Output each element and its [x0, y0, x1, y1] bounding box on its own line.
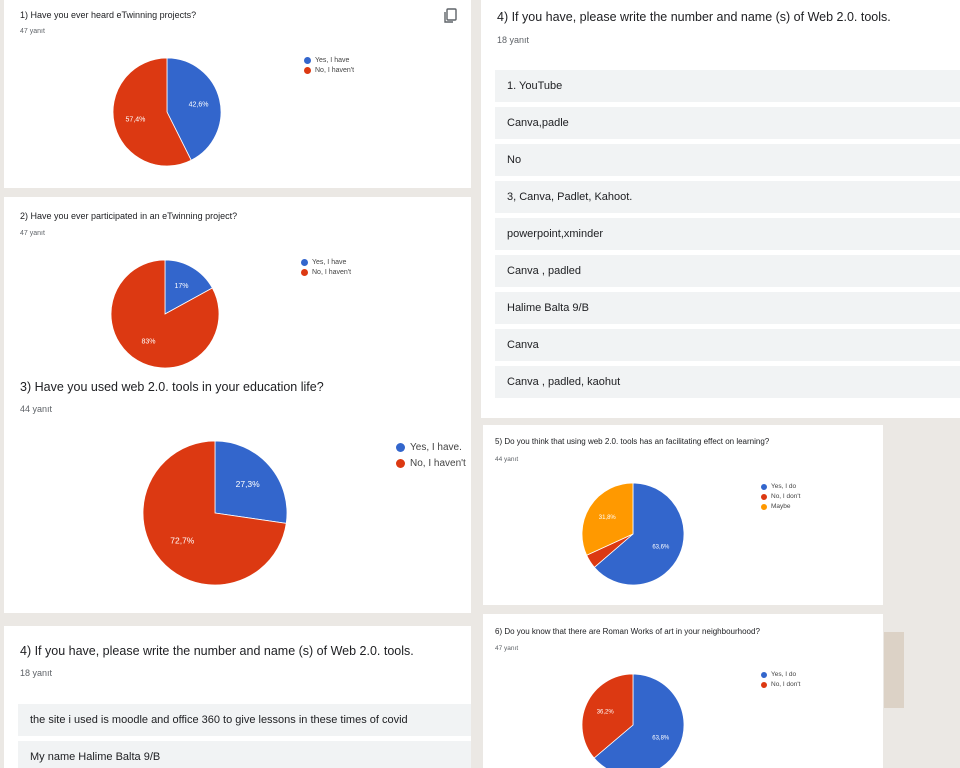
chart-legend: Yes, I have No, I haven't: [301, 259, 351, 276]
pie-slice: [214, 440, 288, 524]
response-row: Canva,padle: [495, 107, 960, 139]
pie-slice: [581, 482, 634, 556]
legend-dot-yes: [301, 259, 308, 266]
legend-item-no: No, I haven't: [301, 269, 351, 276]
question-card-1: 1) Have you ever heard eTwinning project…: [4, 0, 471, 188]
pie-chart: 27,3% 72,7%: [142, 440, 288, 586]
legend-label: No, I haven't: [312, 269, 352, 276]
legend-dot-yes: [761, 671, 767, 678]
pie-slice: [166, 57, 222, 161]
question-card-2: 2) Have you ever participated in an eTwi…: [4, 197, 471, 373]
pie-slice: [110, 259, 220, 369]
response-row: My name Halime Balta 9/B: [18, 741, 471, 768]
response-count: 47 yanıt: [495, 645, 519, 652]
response-count: 47 yanıt: [20, 230, 45, 237]
pie-chart: 17% 83%: [110, 259, 220, 369]
question-title: 3) Have you used web 2.0. tools in your …: [20, 380, 324, 394]
response-count: 47 yanıt: [20, 28, 45, 35]
response-count: 18 yanıt: [497, 35, 530, 45]
response-count: 44 yanıt: [20, 404, 53, 414]
pie-slice-label: 63,6%: [652, 544, 670, 550]
legend-label: Yes, I have: [315, 57, 350, 64]
pie-chart: 63,6% 31,8%: [581, 482, 685, 586]
pie-slice: [164, 259, 213, 315]
response-list: the site i used is moodle and office 360…: [18, 704, 471, 768]
response-count: 44 yanıt: [495, 456, 519, 463]
legend-dot-no: [761, 681, 767, 688]
response-row: Canva , padled, kaohut: [495, 366, 960, 398]
legend-label: Yes, I have: [312, 259, 347, 266]
response-count: 18 yanıt: [20, 668, 53, 678]
legend-item-no: No, I haven't: [396, 458, 466, 469]
response-row: No: [495, 144, 960, 176]
pie-slice-label: 72,7%: [170, 536, 195, 546]
legend-item-no: No, I haven't: [304, 67, 354, 74]
pie-slice-label: 83%: [141, 339, 155, 346]
legend-dot-no: [761, 493, 767, 500]
pie-slice-label: 17%: [174, 283, 188, 290]
pie-slice: [593, 482, 685, 586]
chart-legend: Yes, I have No, I haven't: [304, 57, 354, 74]
question-card-4-continued: 4) If you have, please write the number …: [4, 626, 471, 768]
question-title: 6) Do you know that there are Roman Work…: [495, 627, 760, 636]
legend-item-yes: Yes, I do: [761, 483, 800, 490]
pie-slice-label: 36,2%: [597, 710, 615, 716]
pie-slice: [593, 673, 685, 768]
chart-legend: Yes, I have. No, I haven't: [396, 442, 466, 469]
question-title: 1) Have you ever heard eTwinning project…: [20, 10, 197, 20]
pie-slice: [581, 673, 634, 759]
legend-item-maybe: Maybe: [761, 503, 800, 510]
legend-label: Yes, I do: [771, 483, 797, 490]
legend-item-yes: Yes, I have: [304, 57, 354, 64]
legend-item-no: No, I don't: [761, 681, 800, 688]
legend-dot-yes: [304, 57, 311, 64]
pie-chart: 63,8% 36,2%: [581, 673, 685, 768]
pie-slice-label: 27,3%: [236, 479, 261, 489]
question-title: 4) If you have, please write the number …: [497, 10, 891, 24]
pie-slice-label: 42,6%: [189, 101, 209, 108]
question-card-6: 6) Do you know that there are Roman Work…: [483, 614, 883, 768]
legend-label: No, I haven't: [410, 458, 466, 469]
response-row: the site i used is moodle and office 360…: [18, 704, 471, 736]
legend-item-no: No, I don't: [761, 493, 800, 500]
legend-label: No, I don't: [771, 681, 801, 688]
legend-item-yes: Yes, I have: [301, 259, 351, 266]
pie-slice: [112, 57, 192, 167]
legend-label: No, I don't: [771, 493, 801, 500]
legend-label: No, I haven't: [315, 67, 355, 74]
question-title: 4) If you have, please write the number …: [20, 644, 414, 658]
question-card-3: 3) Have you used web 2.0. tools in your …: [4, 371, 471, 613]
copy-icon[interactable]: [443, 8, 457, 24]
chart-legend: Yes, I do No, I don't Maybe: [761, 483, 800, 510]
response-row: 1. YouTube: [495, 70, 960, 102]
legend-dot-no: [396, 459, 405, 468]
legend-dot-no: [304, 67, 311, 74]
legend-dot-yes: [761, 483, 767, 490]
legend-dot-yes: [396, 443, 405, 452]
response-row: powerpoint,xminder: [495, 218, 960, 250]
legend-dot-maybe: [761, 503, 767, 510]
legend-label: Maybe: [771, 503, 791, 510]
response-row: Canva , padled: [495, 255, 960, 287]
question-card-5: 5) Do you think that using web 2.0. tool…: [483, 425, 883, 605]
response-list: 1. YouTube Canva,padle No 3, Canva, Padl…: [495, 70, 960, 403]
response-row: 3, Canva, Padlet, Kahoot.: [495, 181, 960, 213]
legend-label: Yes, I have.: [410, 442, 462, 453]
question-title: 2) Have you ever participated in an eTwi…: [20, 211, 238, 221]
legend-item-yes: Yes, I do: [761, 671, 800, 678]
pie-slice-label: 57,4%: [126, 116, 146, 123]
pie-slice-label: 31,8%: [599, 515, 617, 521]
response-row: Halime Balta 9/B: [495, 292, 960, 324]
background-panel: [884, 632, 904, 708]
question-card-4: 4) If you have, please write the number …: [481, 0, 960, 418]
pie-chart: 42,6% 57,4%: [112, 57, 222, 167]
legend-label: Yes, I do: [771, 671, 797, 678]
legend-dot-no: [301, 269, 308, 276]
chart-legend: Yes, I do No, I don't: [761, 671, 800, 688]
question-title: 5) Do you think that using web 2.0. tool…: [495, 437, 770, 446]
legend-item-yes: Yes, I have.: [396, 442, 466, 453]
pie-slice-label: 63,8%: [652, 735, 670, 741]
pie-slice: [142, 440, 287, 586]
response-row: Canva: [495, 329, 960, 361]
